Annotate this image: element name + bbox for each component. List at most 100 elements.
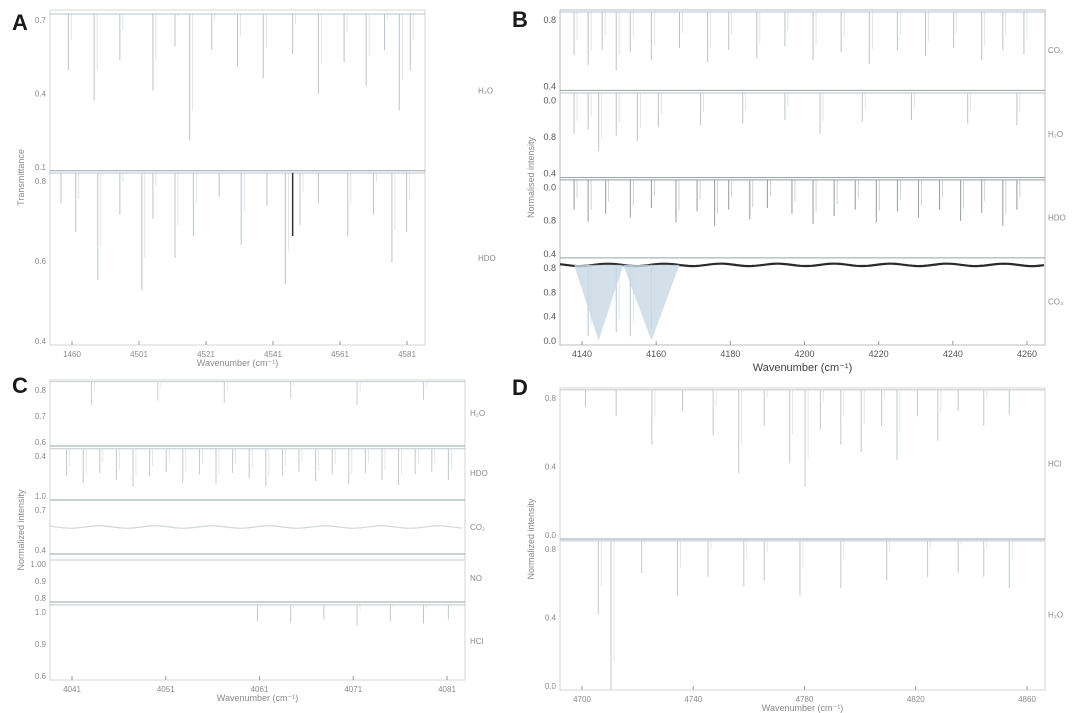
x-tick-label: 4200 (794, 349, 814, 359)
y-tick-label: 0.4 (35, 546, 47, 555)
species-label: CO₂ (470, 523, 485, 532)
subplot-0: 0.7 0.4 0.1 H₂O (35, 13, 493, 172)
species-label: NO (470, 574, 482, 583)
x-tick-label: 4240 (943, 349, 963, 359)
x-tick-label: 1460 (63, 350, 81, 359)
y-tick-label: 0.0 (543, 95, 556, 105)
subplot-1: 0.8 0.4 0.0 H₂O (545, 538, 1063, 691)
y-tick-label: 0.8 (543, 15, 556, 25)
subplot-0: 0.8 0.4 CO₂ (543, 11, 1063, 91)
x-tick-label: 4820 (907, 695, 925, 704)
x-axis-label: Wavenumber (cm⁻¹) (217, 693, 298, 703)
y-tick-label: 0.7 (35, 412, 47, 421)
x-axis-label: Wavenumber (cm⁻¹) (753, 362, 853, 374)
y-axis-label: Normalized intensity (526, 498, 536, 580)
y-tick-label: 0.0 (545, 682, 557, 691)
y-tick-label: 0.8 (543, 287, 556, 297)
y-tick-label: 0.8 (545, 394, 557, 403)
species-label: H₂O (470, 409, 485, 418)
y-tick-label: 0.4 (35, 452, 47, 461)
y-tick-label: 0.8 (543, 263, 556, 273)
species-label: H₂O (1048, 130, 1063, 139)
y-tick-label: 0.4 (543, 169, 556, 179)
x-tick-label: 4061 (251, 685, 269, 694)
y-tick-label: 0.4 (543, 81, 556, 91)
y-tick-label: 0.8 (543, 132, 556, 142)
subplot-3: 1.00 0.9 0.8 NO (30, 553, 482, 603)
panel-label: C (12, 373, 28, 398)
plot-frame (49, 9, 426, 346)
shaded-band (623, 264, 680, 341)
panel-a: A 0.7 0.4 0.1 H₂O 0.8 0.6 0.4 HDO 1460 4501 4521 454… (12, 9, 496, 368)
x-tick-label: 4740 (684, 695, 702, 704)
y-tick-label: 0.8 (545, 545, 557, 554)
continuum-line (49, 525, 463, 529)
y-tick-label: 0.6 (35, 672, 47, 681)
x-tick-label: 4140 (572, 349, 592, 359)
subplot-0: 0.8 0.7 0.6 H₂O (35, 381, 485, 447)
x-tick-label: 4581 (398, 350, 416, 359)
x-tick-label: 4541 (264, 350, 282, 359)
y-tick-label: 0.7 (35, 16, 47, 25)
y-tick-label: 0.4 (545, 614, 557, 623)
x-tick-label: 4780 (796, 695, 814, 704)
panel-b: B 0.80.4CO₂0.00.80.4H₂O0.00.80.4HDO0.80.8… (512, 7, 1066, 374)
y-tick-label: 0.0 (545, 531, 557, 540)
subplot-2: 0.7 0.4 CO₂ (35, 499, 485, 555)
y-tick-label: 0.0 (543, 183, 556, 193)
x-tick-label: 4561 (331, 350, 349, 359)
y-tick-label: 0.6 (35, 257, 47, 266)
y-tick-label: 0.4 (35, 89, 47, 98)
y-tick-label: 0.9 (35, 640, 47, 649)
x-tick-label: 4051 (157, 685, 175, 694)
species-label: CO₂ (1048, 46, 1063, 55)
y-tick-label: 0.1 (35, 163, 47, 172)
y-tick-label: 0.4 (35, 337, 47, 346)
subplot-1: 0.8 0.6 0.4 HDO (35, 170, 496, 346)
y-tick-label: 0.8 (35, 594, 47, 603)
species-label: HDO (470, 469, 488, 478)
panel-label: A (12, 10, 28, 35)
y-tick-label: 0.8 (35, 177, 47, 186)
x-tick-label: 4860 (1018, 695, 1036, 704)
subplot-2: 0.0 0.8 0.4 HDO (543, 177, 1066, 259)
y-tick-label: 0.4 (543, 249, 556, 259)
panel-c: C 0.8 0.7 0.6 H₂O 0.4 1.0 HDO 0.7 0.4 CO₂ 1.00 0.9 0.… (12, 373, 488, 703)
species-label: H₂O (478, 86, 493, 95)
species-label: HCl (470, 637, 484, 646)
y-tick-label: 1.0 (35, 492, 47, 501)
shaded-band (574, 264, 624, 341)
subplot-1: 0.0 0.8 0.4 H₂O (543, 89, 1063, 179)
panel-label: B (512, 7, 528, 32)
y-tick-label: 0.7 (35, 506, 47, 515)
species-label: H₂O (1048, 611, 1063, 620)
x-axis-label: Wavenumber (cm⁻¹) (197, 358, 278, 368)
panel-d: D 0.8 0.4 0.0 HCl 0.8 0.4 0.0 H₂O 4700 4740 4780 482… (512, 375, 1063, 713)
subplot-4: 1.0 0.9 0.6 HCl (35, 601, 484, 681)
x-tick-label: 4521 (197, 350, 215, 359)
subplot-3: 0.8 0.8 0.4 0.0 CO₃ (543, 257, 1063, 346)
y-tick-label: 0.4 (543, 312, 556, 322)
panel-label: D (512, 375, 528, 400)
y-tick-label: 0.6 (35, 438, 47, 447)
y-tick-label: 1.0 (35, 608, 47, 617)
subplot-1: 0.4 1.0 HDO (35, 445, 488, 501)
y-tick-label: 0.8 (543, 216, 556, 226)
x-tick-label: 4071 (344, 685, 362, 694)
subplot-0: 0.8 0.4 0.0 HCl (545, 389, 1062, 540)
x-tick-label: 4260 (1017, 349, 1037, 359)
y-tick-label: 0.0 (543, 336, 556, 346)
plot-frame (49, 379, 466, 681)
y-tick-label: 0.4 (545, 463, 557, 472)
x-tick-label: 4081 (438, 685, 456, 694)
y-tick-label: 0.8 (35, 386, 47, 395)
y-axis-label: Normalized intensity (16, 489, 26, 571)
y-tick-label: 1.00 (30, 560, 46, 569)
y-tick-label: 0.9 (35, 577, 47, 586)
x-tick-label: 4160 (646, 349, 666, 359)
x-tick-label: 4180 (720, 349, 740, 359)
x-tick-label: 4501 (130, 350, 148, 359)
y-axis-label: Transmittance (16, 149, 26, 206)
species-label: HDO (478, 254, 496, 263)
